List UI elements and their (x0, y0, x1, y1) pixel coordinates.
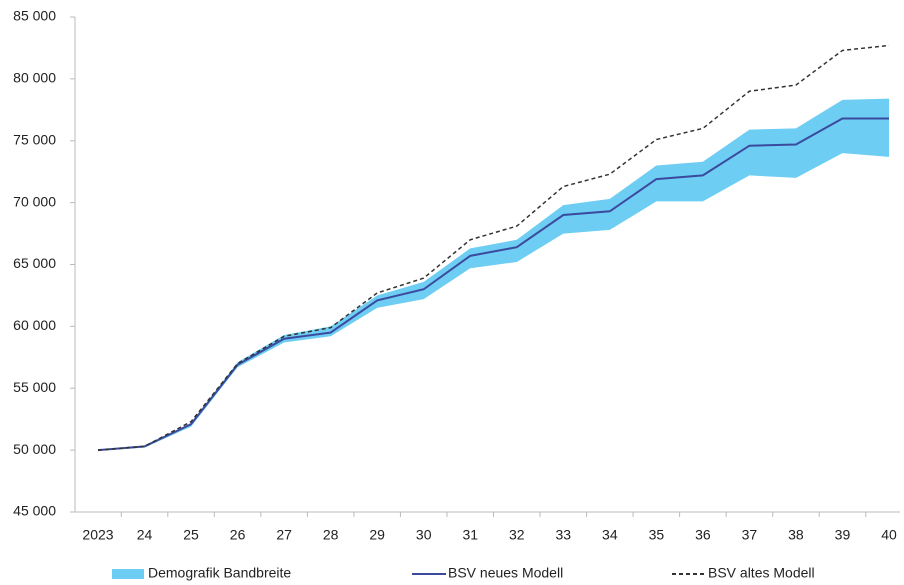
x-tick-label: 31 (462, 527, 478, 543)
x-tick-label: 39 (835, 527, 851, 543)
y-tick-label: 55 000 (13, 379, 56, 395)
x-tick-label: 25 (183, 527, 199, 543)
line (97, 117, 889, 452)
y-tick-label: 75 000 (13, 131, 56, 147)
legend-label: BSV altes Modell (708, 565, 815, 581)
x-tick-label: 40 (881, 527, 897, 543)
legend-label: BSV neues Modell (448, 565, 563, 581)
x-tick-label: 32 (509, 527, 525, 543)
x-tick-label: 34 (602, 527, 618, 543)
y-tick-label: 60 000 (13, 317, 56, 333)
band-area (98, 98, 889, 451)
x-tick-label: 36 (695, 527, 711, 543)
line (97, 44, 890, 451)
x-tick-label: 28 (323, 527, 339, 543)
x-tick-label: 29 (369, 527, 385, 543)
x-tick-label: 37 (742, 527, 758, 543)
x-tick-label: 30 (416, 527, 432, 543)
x-tick-label: 27 (276, 527, 292, 543)
y-tick-label: 85 000 (13, 8, 56, 24)
x-tick-label: 26 (230, 527, 246, 543)
y-tick-label: 70 000 (13, 193, 56, 209)
x-tick-label: 2023 (82, 527, 113, 543)
legend-label: Demografik Bandbreite (148, 565, 291, 581)
x-tick-label: 38 (788, 527, 804, 543)
x-tick-label: 24 (137, 527, 153, 543)
x-tick-label: 35 (649, 527, 665, 543)
y-tick-label: 65 000 (13, 255, 56, 271)
y-tick-label: 80 000 (13, 70, 56, 86)
x-tick-label: 33 (556, 527, 572, 543)
y-tick-label: 50 000 (13, 441, 56, 457)
y-tick-label: 45 000 (13, 503, 56, 519)
legend-swatch (112, 569, 144, 579)
